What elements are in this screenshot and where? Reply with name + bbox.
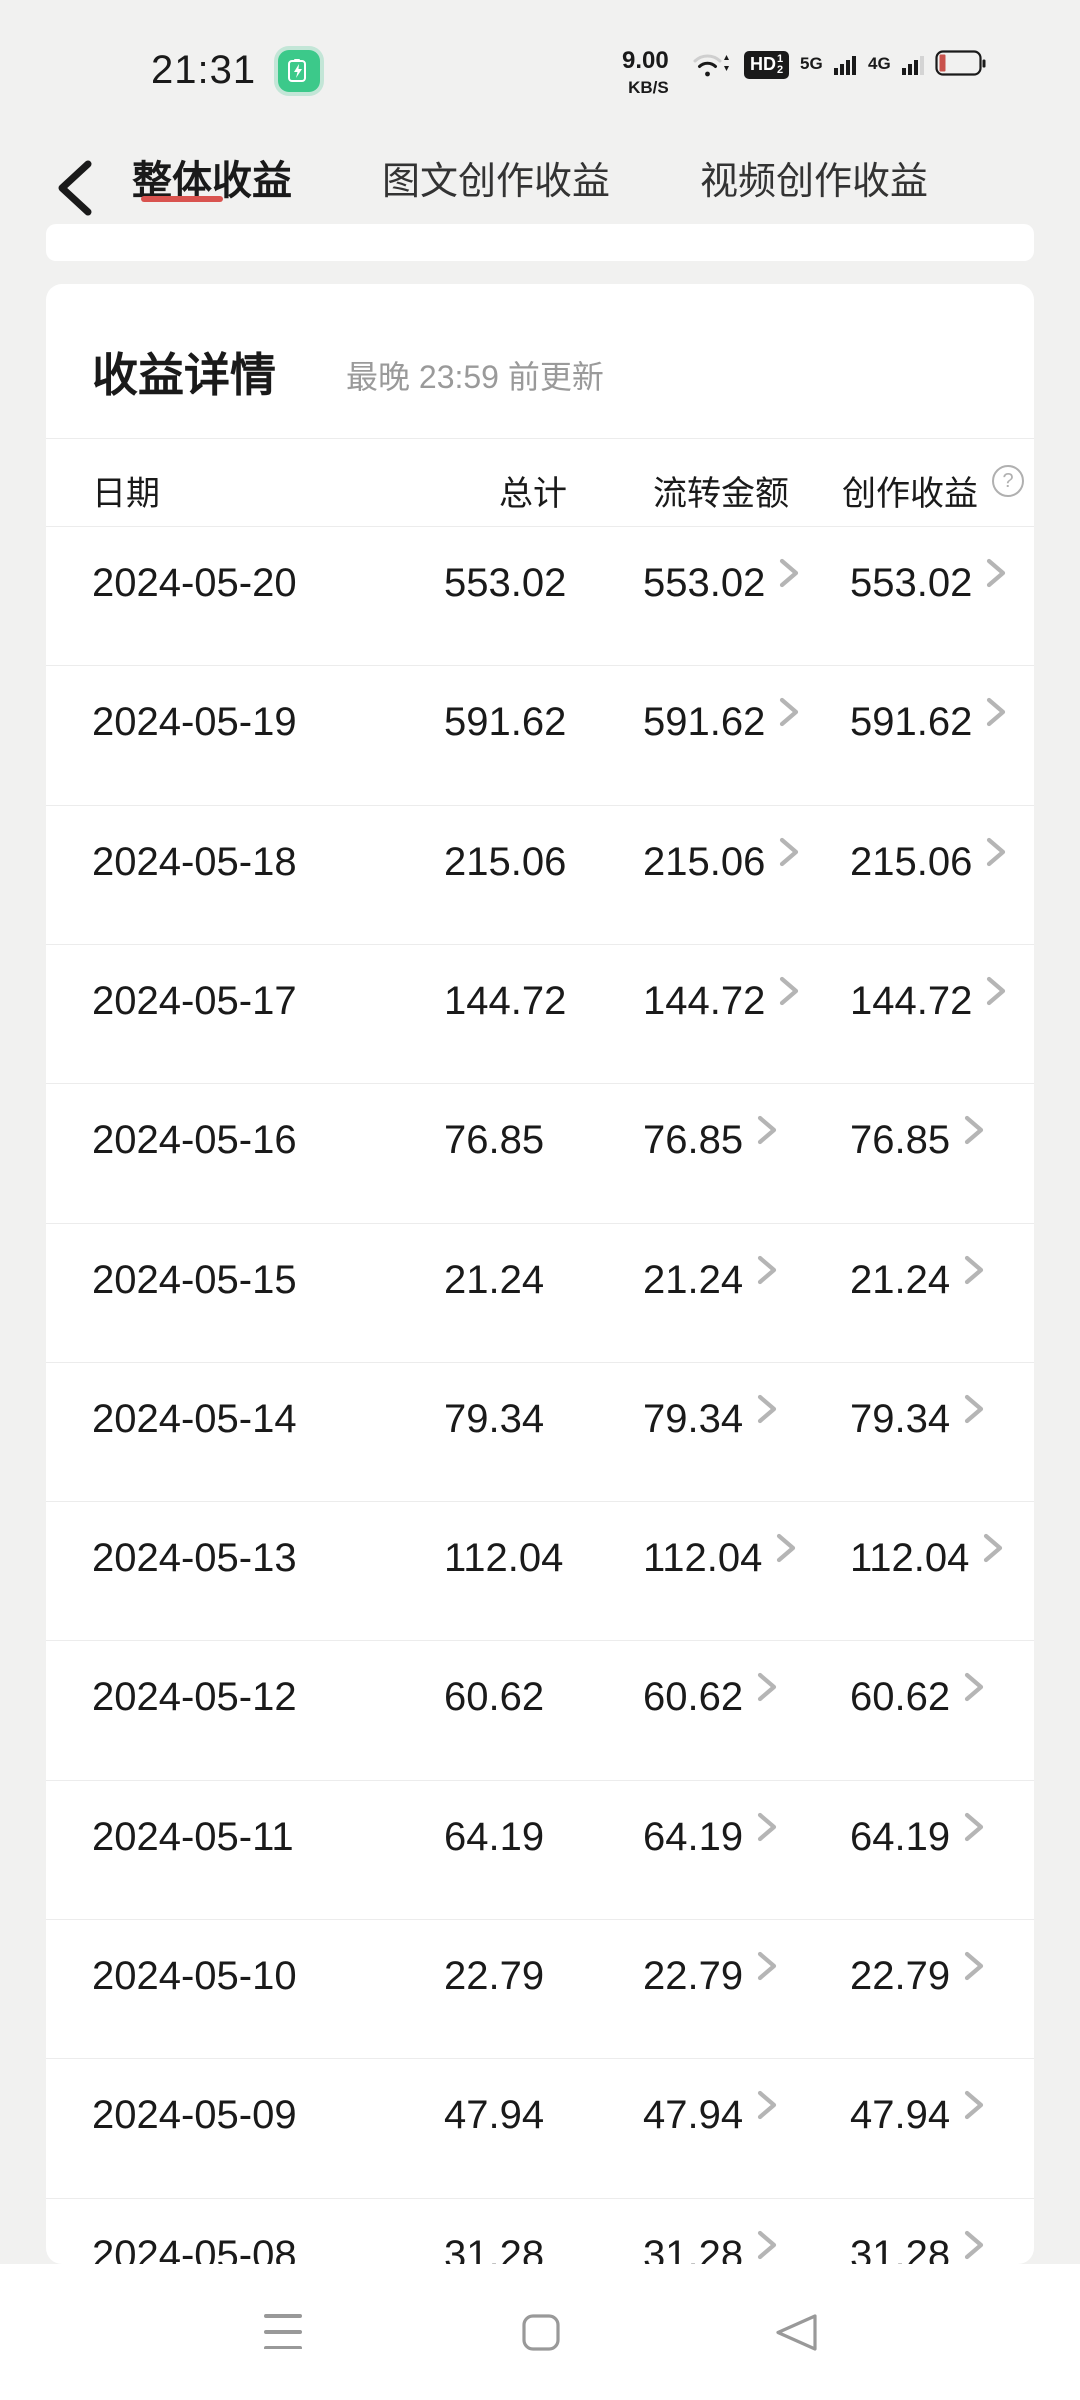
svg-text:5G: 5G <box>800 54 823 73</box>
svg-text:4G: 4G <box>868 54 891 73</box>
